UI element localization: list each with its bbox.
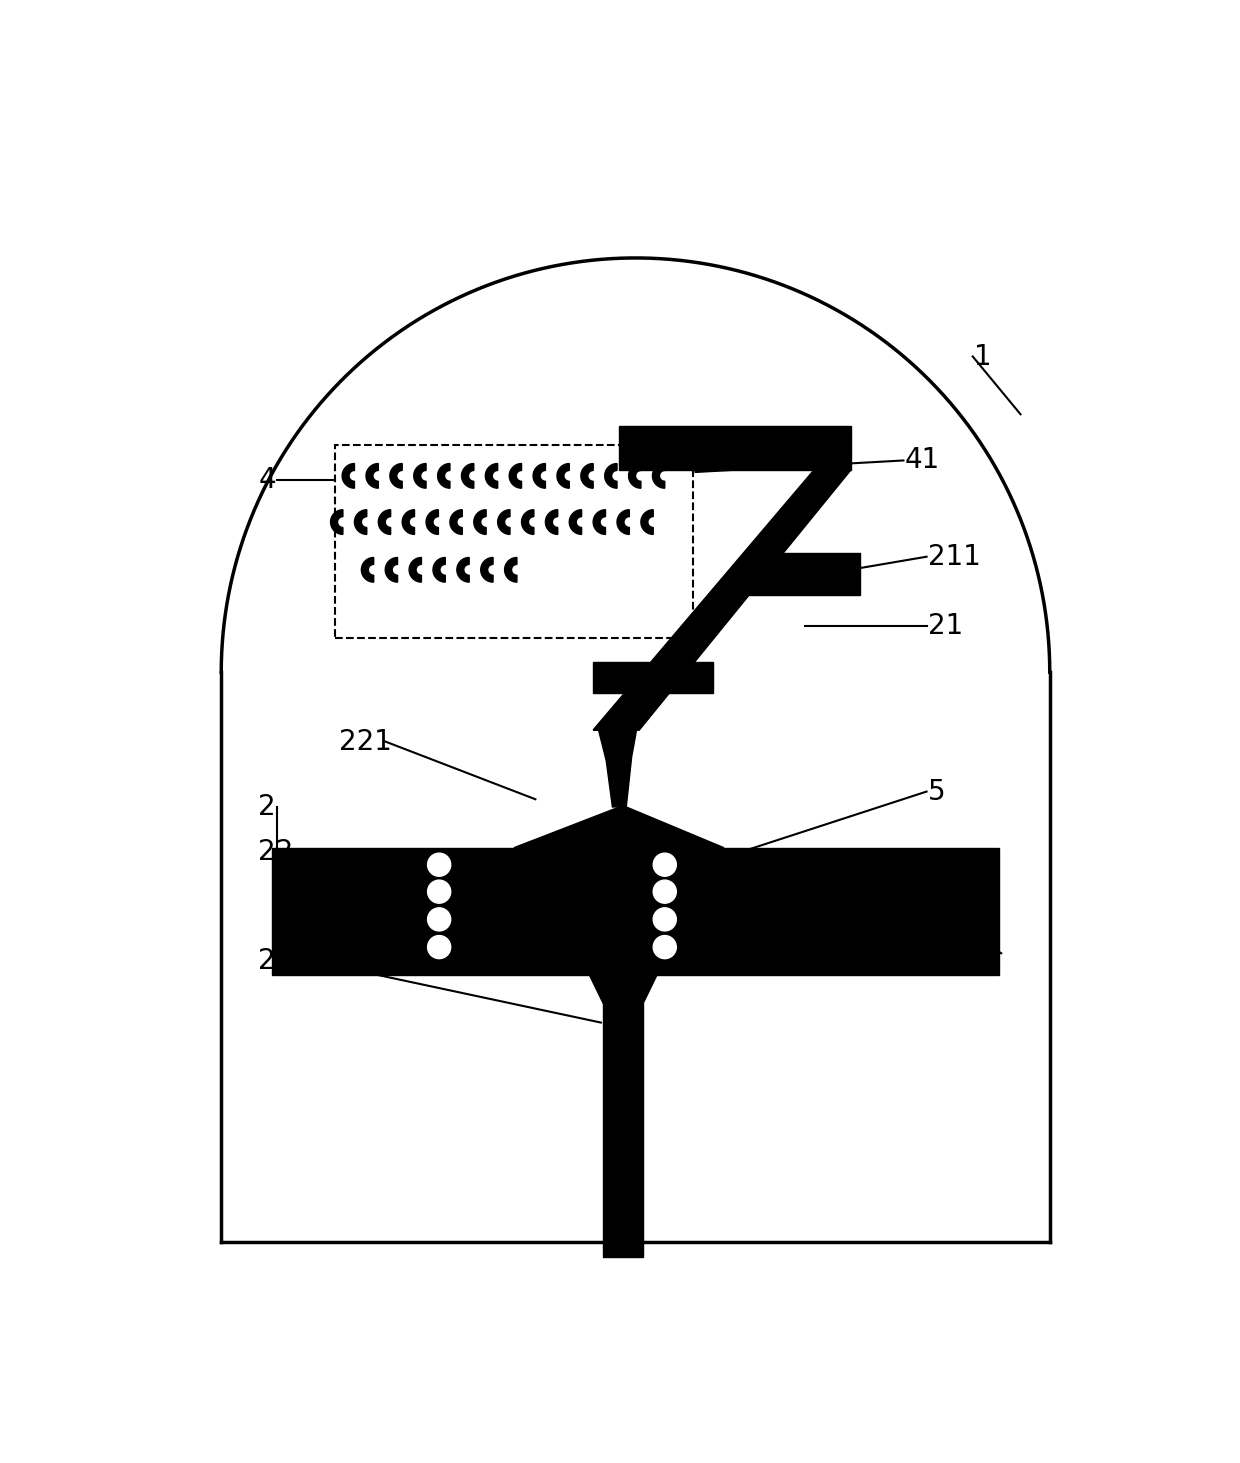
Text: 223: 223 (258, 947, 311, 974)
Polygon shape (580, 464, 593, 489)
Polygon shape (402, 509, 414, 534)
Polygon shape (605, 464, 618, 489)
Polygon shape (522, 509, 534, 534)
Text: 211: 211 (928, 543, 981, 571)
Polygon shape (593, 470, 851, 730)
Polygon shape (603, 1004, 644, 1257)
Polygon shape (361, 557, 373, 582)
Polygon shape (450, 509, 463, 534)
Polygon shape (497, 509, 510, 534)
Circle shape (428, 909, 450, 930)
Polygon shape (474, 509, 486, 534)
Polygon shape (557, 464, 569, 489)
Polygon shape (481, 557, 494, 582)
Text: 2: 2 (258, 793, 275, 821)
Circle shape (653, 853, 676, 876)
Text: 21: 21 (928, 612, 963, 639)
Polygon shape (652, 464, 665, 489)
Polygon shape (745, 553, 861, 595)
Polygon shape (427, 509, 439, 534)
Polygon shape (593, 509, 605, 534)
Polygon shape (378, 509, 391, 534)
Circle shape (653, 881, 676, 903)
Polygon shape (461, 464, 474, 489)
Text: 4: 4 (258, 465, 275, 493)
Polygon shape (485, 464, 497, 489)
Polygon shape (546, 509, 558, 534)
Polygon shape (366, 464, 378, 489)
Text: 1: 1 (975, 342, 992, 370)
Polygon shape (619, 426, 851, 470)
Circle shape (653, 935, 676, 958)
Polygon shape (409, 557, 422, 582)
Polygon shape (389, 464, 402, 489)
Circle shape (428, 881, 450, 903)
Polygon shape (331, 509, 343, 534)
Text: 22: 22 (258, 838, 294, 866)
Polygon shape (533, 464, 546, 489)
Polygon shape (589, 974, 657, 1004)
Polygon shape (355, 509, 367, 534)
Polygon shape (569, 509, 582, 534)
Polygon shape (456, 557, 469, 582)
Polygon shape (505, 557, 517, 582)
Polygon shape (510, 464, 522, 489)
Polygon shape (593, 663, 713, 693)
Bar (335, 445, 693, 638)
Circle shape (428, 935, 450, 958)
Polygon shape (438, 464, 450, 489)
Polygon shape (641, 509, 653, 534)
Circle shape (428, 853, 450, 876)
Polygon shape (272, 847, 999, 974)
Polygon shape (433, 557, 445, 582)
Circle shape (653, 909, 676, 930)
Polygon shape (414, 464, 427, 489)
Text: 41: 41 (905, 446, 940, 474)
Polygon shape (593, 714, 640, 808)
Polygon shape (513, 808, 724, 847)
Polygon shape (618, 509, 630, 534)
Text: 5: 5 (928, 777, 946, 806)
Text: 222: 222 (928, 892, 981, 922)
Polygon shape (629, 464, 641, 489)
Polygon shape (342, 464, 355, 489)
Polygon shape (386, 557, 398, 582)
Text: 221: 221 (339, 727, 392, 755)
